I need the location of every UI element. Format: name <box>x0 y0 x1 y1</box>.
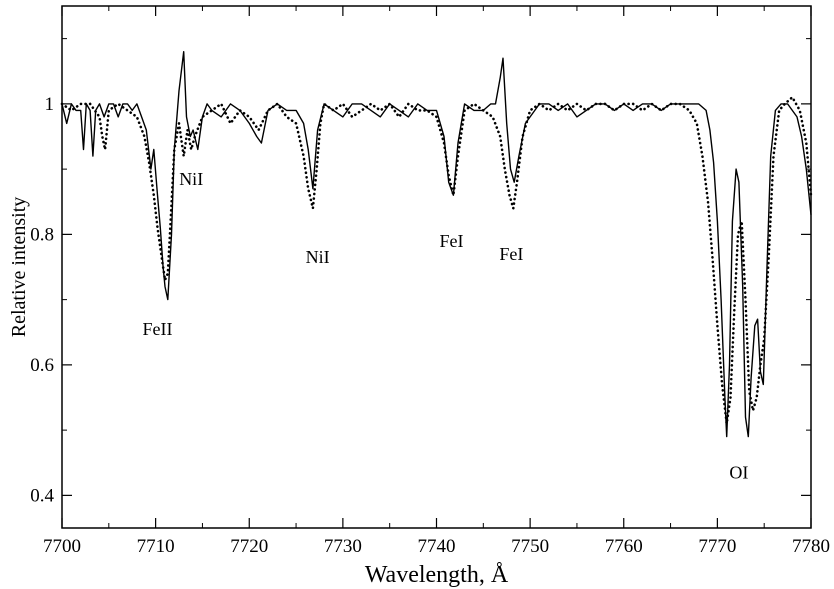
x-axis-title: Wavelength, Å <box>365 562 509 588</box>
annotation-label: OI <box>729 463 748 483</box>
y-tick-label: 1 <box>45 94 55 115</box>
series-layer <box>60 51 813 438</box>
y-tick-label: 0.4 <box>30 485 54 506</box>
x-tick-label: 7750 <box>511 536 549 557</box>
x-tick-label: 7780 <box>792 536 830 557</box>
x-tick-label: 7760 <box>605 536 643 557</box>
annotation-label: NiI <box>179 169 203 189</box>
tick-labels: 7700 7710 7720 7730 7740 7750 7760 7770 7780 0.4 0… <box>30 94 830 557</box>
series-solid-line <box>61 51 812 438</box>
annotation-label: NiI <box>306 247 330 267</box>
y-axis-title: Relative intensity <box>8 197 30 338</box>
y-tick-label: 0.6 <box>30 355 54 376</box>
x-tick-label: 7740 <box>418 536 456 557</box>
annotation-label: FeI <box>439 231 463 251</box>
y-tick-label: 0.8 <box>30 224 54 245</box>
annotation-label: FeI <box>499 244 523 264</box>
axis-ticks <box>61 6 812 528</box>
annotation-label: FeII <box>142 319 172 339</box>
x-tick-label: 7700 <box>43 536 81 557</box>
plot-frame <box>61 5 812 529</box>
x-tick-label: 7720 <box>230 536 268 557</box>
line-annotations: FeII NiI NiI FeI FeI OI <box>142 169 748 483</box>
x-tick-label: 7730 <box>324 536 362 557</box>
x-tick-label: 7710 <box>137 536 175 557</box>
x-tick-label: 7770 <box>698 536 736 557</box>
series-dotted-line <box>60 96 813 425</box>
